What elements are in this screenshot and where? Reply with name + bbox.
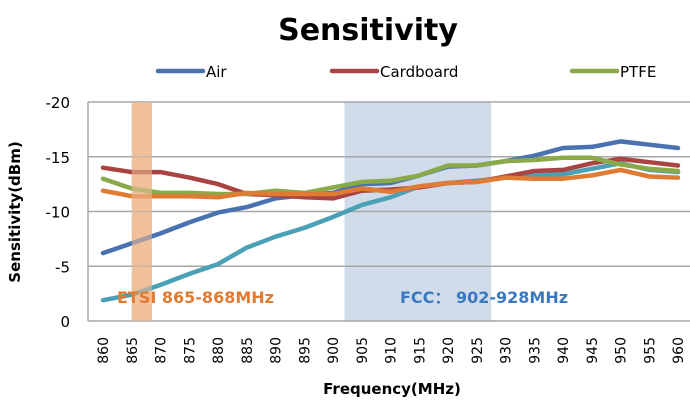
band-etsi-overlay <box>131 102 152 321</box>
x-tick-label: 905 <box>355 337 371 364</box>
x-tick-label: 915 <box>412 337 428 364</box>
x-tick-label: 935 <box>527 337 543 364</box>
y-axis-title: Sensitivity(dBm) <box>6 141 24 282</box>
x-tick-label: 870 <box>154 337 170 364</box>
legend-label-ptfe: PTFE <box>620 63 656 81</box>
series-line-series-4 <box>100 161 681 303</box>
annotation-fcc: FCC： 902-928MHz <box>400 288 568 307</box>
x-tick-label: 910 <box>384 337 400 364</box>
x-tick-label: 890 <box>269 337 285 364</box>
x-axis-ticks: 860 865 870 875 880 885 890 895 900 905 910 915 920 9… <box>96 337 687 364</box>
x-tick-label: 955 <box>642 337 658 364</box>
x-tick-label: 945 <box>585 337 601 364</box>
legend: Air Cardboard PTFE <box>155 63 656 81</box>
x-tick-label: 920 <box>441 337 457 364</box>
series-lines <box>100 102 681 321</box>
series-line-series-5 <box>100 167 681 200</box>
x-tick-label: 900 <box>326 337 342 364</box>
y-tick-label: 0 <box>60 313 70 331</box>
legend-label-air: Air <box>206 63 227 81</box>
legend-label-cardboard: Cardboard <box>380 63 458 81</box>
x-axis-title: Frequency(MHz) <box>323 380 461 398</box>
x-tick-label: 925 <box>470 337 486 364</box>
x-tick-label: 860 <box>96 337 112 364</box>
x-tick-label: 865 <box>125 337 141 364</box>
y-axis-ticks: 0 -5 -10 -15 -20 <box>46 94 71 331</box>
y-tick-label: -15 <box>46 149 71 167</box>
y-tick-label: -5 <box>55 258 70 276</box>
x-tick-label: 950 <box>614 337 630 364</box>
x-tick-label: 960 <box>671 337 687 364</box>
x-tick-label: 940 <box>556 337 572 364</box>
y-tick-label: -20 <box>46 94 71 112</box>
x-tick-label: 930 <box>499 337 515 364</box>
x-tick-label: 885 <box>240 337 256 364</box>
series-line-ptfe <box>100 155 681 197</box>
grid <box>87 101 690 322</box>
band-annotations: ETSI 865-868MHz FCC： 902-928MHz <box>117 288 568 307</box>
y-tick-label: -10 <box>46 204 71 222</box>
annotation-etsi: ETSI 865-868MHz <box>117 288 274 307</box>
x-tick-label: 875 <box>182 337 198 364</box>
x-tick-label: 880 <box>211 337 227 364</box>
x-tick-label: 895 <box>297 337 313 364</box>
chart-title: Sensitivity <box>278 13 458 48</box>
